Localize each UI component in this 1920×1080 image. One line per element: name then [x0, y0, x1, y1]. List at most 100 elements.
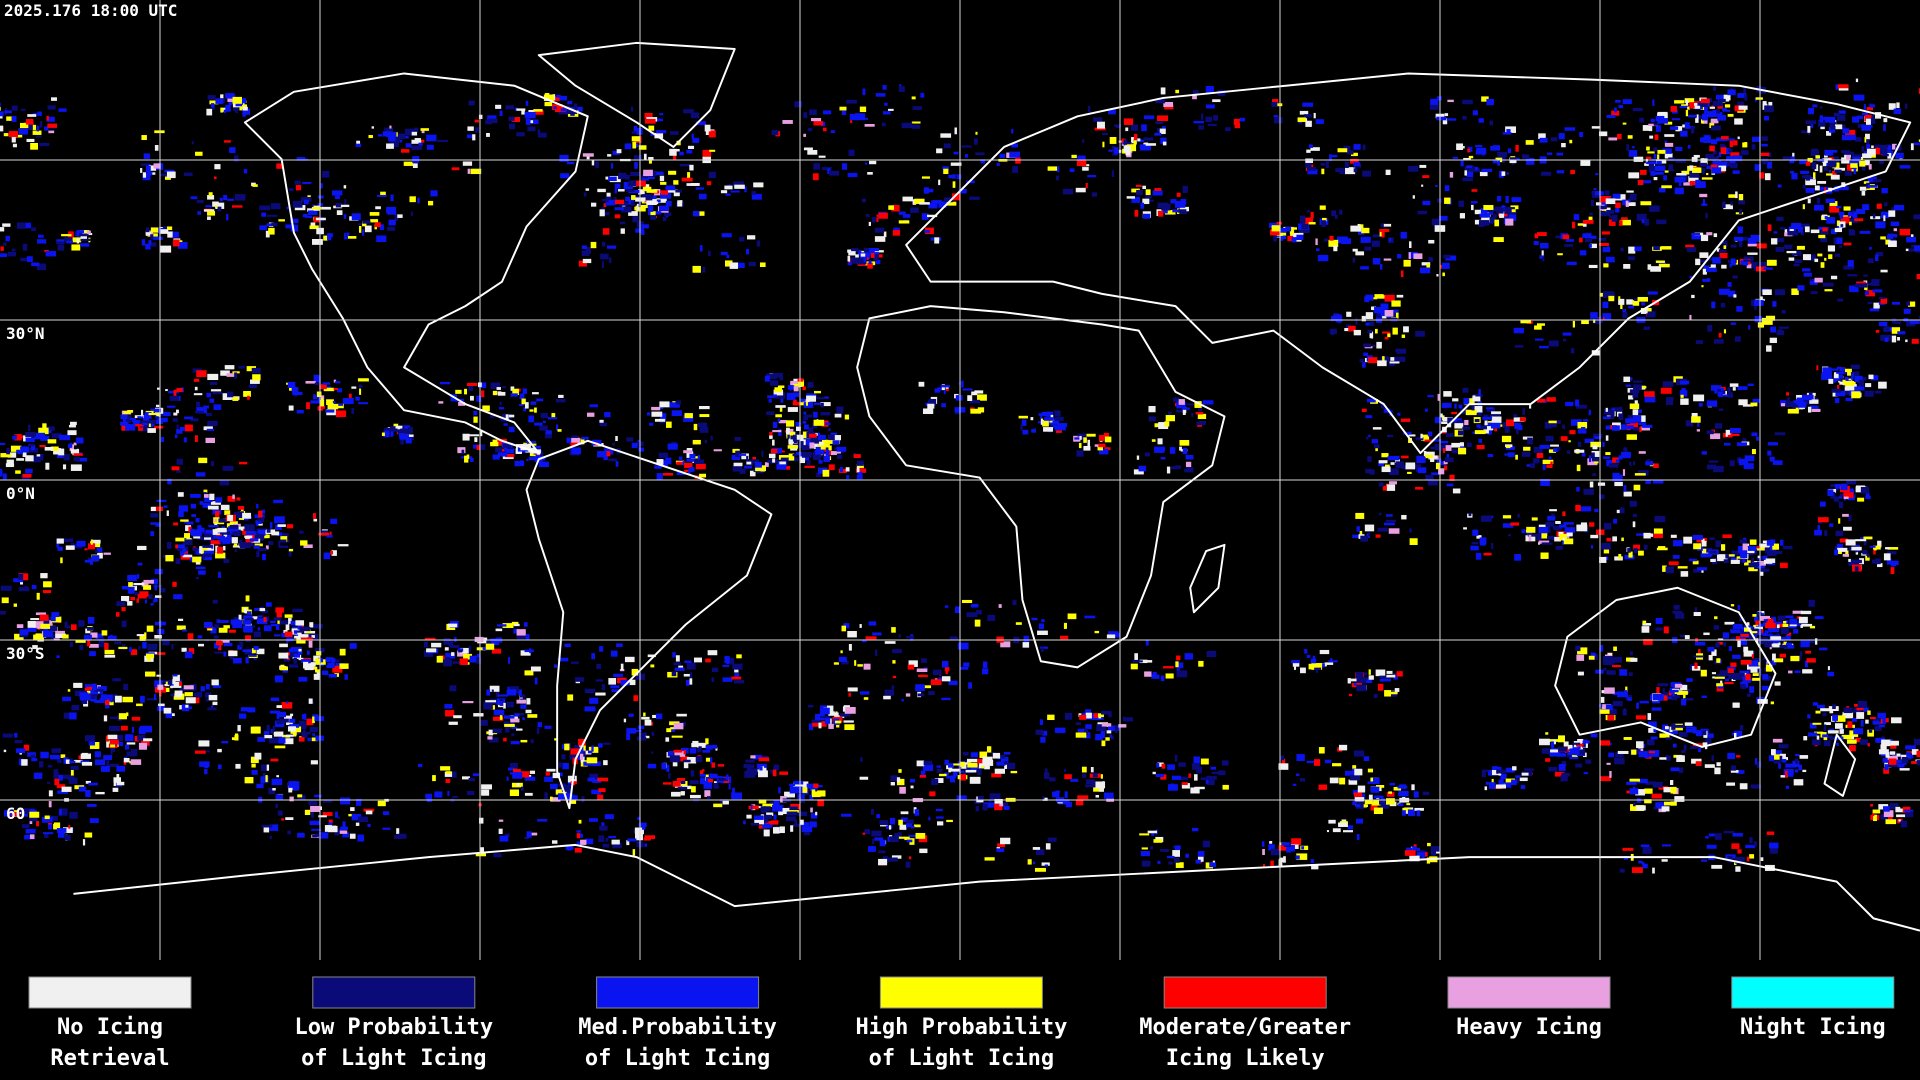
icing-pixel [455, 389, 462, 394]
icing-pixel [821, 167, 832, 171]
icing-pixel [631, 195, 636, 200]
icing-pixel [1615, 206, 1620, 213]
icing-pixel [936, 768, 943, 773]
icing-pixel [1691, 101, 1703, 104]
icing-pixel [1287, 235, 1294, 242]
icing-pixel [1782, 545, 1793, 550]
icing-pixel [1441, 421, 1450, 425]
icing-pixel [1055, 175, 1059, 181]
icing-pixel [1160, 137, 1167, 144]
icing-pixel [1846, 155, 1851, 160]
icing-pixel [1012, 165, 1019, 173]
icing-pixel [48, 130, 55, 134]
icing-pixel [890, 775, 898, 782]
icing-pixel [1425, 474, 1434, 480]
icing-pixel [183, 172, 193, 177]
icing-pixel [29, 819, 33, 825]
icing-pixel [157, 387, 160, 390]
icing-pixel [1858, 379, 1865, 387]
icing-pixel [1878, 144, 1888, 148]
icing-pixel [1847, 218, 1858, 223]
icing-pixel [278, 737, 286, 744]
icing-pixel [805, 399, 808, 406]
icing-pixel [334, 195, 340, 200]
icing-pixel [1887, 551, 1897, 555]
icing-pixel [672, 652, 676, 658]
icing-pixel [1564, 127, 1576, 131]
icing-pixel [1200, 758, 1209, 765]
icing-pixel [863, 697, 869, 700]
icing-pixel [63, 454, 70, 461]
icing-pixel [774, 387, 783, 393]
icing-pixel [1367, 781, 1378, 784]
icing-pixel [154, 680, 163, 688]
icing-pixel [157, 417, 168, 423]
icing-pixel [310, 400, 320, 404]
icing-pixel [1805, 174, 1810, 181]
icing-pixel [85, 780, 91, 784]
icing-pixel [604, 814, 614, 820]
icing-pixel [1888, 210, 1896, 217]
icing-pixel [641, 176, 650, 181]
icing-pixel [1434, 417, 1442, 424]
icing-pixel [118, 713, 127, 720]
icing-pixel [1780, 400, 1787, 406]
icing-pixel [505, 727, 510, 733]
icing-pixel [1628, 305, 1635, 309]
icing-pixel [590, 241, 597, 249]
icing-pixel [464, 455, 469, 463]
icing-pixel [388, 134, 396, 142]
icing-pixel [1779, 755, 1783, 763]
icing-pixel [1472, 396, 1481, 402]
icing-pixel [1094, 444, 1102, 447]
icing-pixel [1655, 617, 1663, 624]
icing-pixel [1664, 170, 1669, 173]
icing-pixel [1419, 164, 1427, 168]
icing-pixel [1874, 390, 1882, 394]
icing-pixel [1885, 547, 1890, 550]
icing-pixel [1872, 559, 1877, 564]
icing-pixel [1681, 170, 1690, 175]
icing-pixel [1812, 104, 1818, 108]
icing-pixel [1602, 247, 1611, 253]
icing-pixel [1361, 408, 1367, 412]
icing-pixel [1834, 253, 1841, 257]
icing-pixel [1696, 429, 1701, 432]
icing-pixel [1834, 723, 1843, 729]
icing-pixel [1837, 547, 1848, 552]
icing-pixel [0, 125, 4, 132]
icing-pixel [1860, 486, 1870, 494]
icing-pixel [848, 149, 855, 157]
icing-pixel [1726, 782, 1736, 786]
icing-pixel [698, 193, 707, 200]
icing-pixel [1840, 483, 1848, 491]
icing-pixel [1276, 221, 1282, 225]
icing-pixel [891, 685, 895, 690]
icing-pixel [961, 599, 973, 604]
icing-pixel [1618, 105, 1624, 109]
icing-pixel [1582, 419, 1589, 422]
icing-pixel [38, 234, 44, 238]
icing-pixel [305, 215, 313, 218]
icing-pixel [856, 460, 864, 466]
icing-pixel [692, 210, 700, 217]
icing-pixel [856, 466, 860, 473]
icing-pixel [473, 416, 478, 423]
icing-pixel [411, 139, 422, 144]
icing-pixel [1417, 210, 1427, 215]
icing-pixel [1383, 223, 1392, 227]
icing-pixel [537, 722, 543, 728]
icing-pixel [850, 120, 853, 123]
icing-pixel [292, 726, 302, 733]
icing-pixel [1191, 827, 1199, 832]
icing-pixel [614, 183, 621, 189]
icing-pixel [1462, 115, 1467, 120]
icing-pixel [1716, 161, 1728, 168]
icing-pixel [185, 697, 196, 704]
icing-pixel [1699, 103, 1708, 107]
icing-pixel [1738, 105, 1748, 110]
icing-pixel [251, 770, 258, 775]
icing-pixel [1380, 309, 1388, 317]
icing-pixel [1261, 841, 1265, 847]
